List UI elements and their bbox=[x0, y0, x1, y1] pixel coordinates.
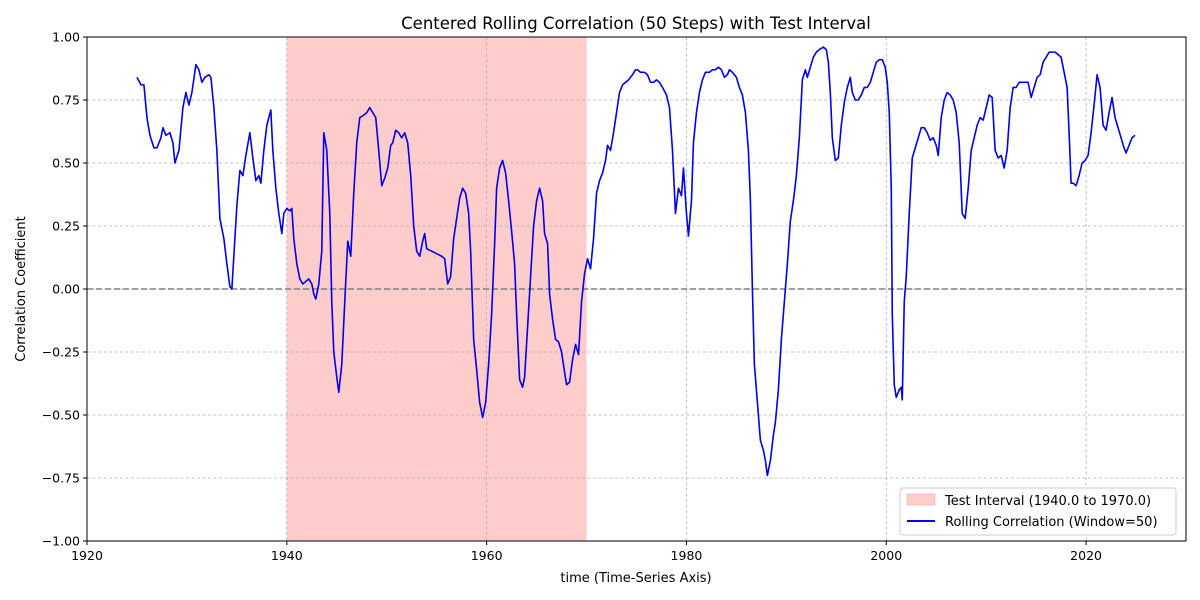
chart-title: Centered Rolling Correlation (50 Steps) … bbox=[401, 14, 871, 33]
x-tick-label: 1940 bbox=[271, 548, 303, 563]
y-axis-label: Correlation Coefficient bbox=[14, 216, 29, 362]
x-tick-label: 1920 bbox=[71, 548, 103, 563]
legend-box bbox=[899, 487, 1177, 536]
y-tick-label: −0.75 bbox=[42, 471, 80, 486]
legend-label-rolling-correlation: Rolling Correlation (Window=50) bbox=[945, 515, 1158, 530]
x-tick-label: 2000 bbox=[870, 548, 902, 563]
rolling-correlation-line bbox=[136, 46, 1136, 477]
y-tick-label: 0.50 bbox=[52, 156, 80, 171]
x-tick-label: 1960 bbox=[471, 548, 503, 563]
x-tick-label: 1980 bbox=[671, 548, 703, 563]
y-tick-label: 0.00 bbox=[52, 282, 80, 297]
plot-area: 1920 1940 1960 1980 2000 2020 −1.00 −0.75 −0.50 −… bbox=[42, 30, 1187, 563]
legend: Test Interval (1940.0 to 1970.0) Rolling… bbox=[899, 487, 1177, 536]
x-tick-label: 2020 bbox=[1070, 548, 1102, 563]
legend-swatch-test-interval bbox=[906, 493, 936, 506]
x-axis-label: time (Time-Series Axis) bbox=[560, 571, 711, 586]
y-tick-label: 0.75 bbox=[52, 93, 80, 108]
y-tick-label: −1.00 bbox=[42, 534, 80, 549]
y-tick-label: 0.25 bbox=[52, 219, 80, 234]
y-tick-label: −0.50 bbox=[42, 408, 80, 423]
legend-label-test-interval: Test Interval (1940.0 to 1970.0) bbox=[944, 494, 1151, 509]
y-tick-label: −0.25 bbox=[42, 345, 80, 360]
y-tick-label: 1.00 bbox=[52, 30, 80, 45]
